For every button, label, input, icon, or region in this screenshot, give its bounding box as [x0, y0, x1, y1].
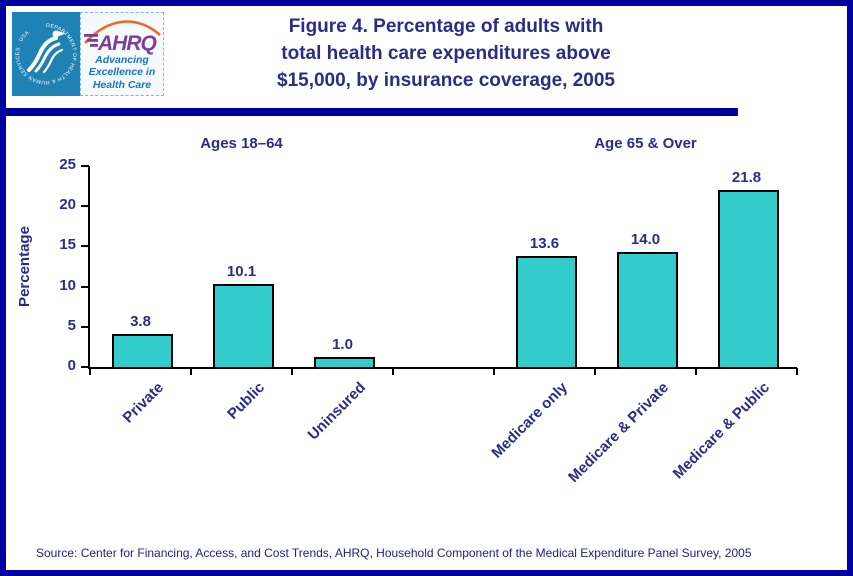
x-axis-tick [291, 368, 293, 375]
bar-value-label: 3.8 [130, 313, 151, 331]
bar-value-label: 1.0 [332, 335, 353, 353]
y-axis-tick [81, 325, 89, 328]
y-axis-tick [81, 366, 89, 368]
bar-chart-plot-area: 0 5 10 15 20 25 Ages 18–64 3.8 Private 10.1 Public… [59, 135, 798, 486]
category-label: Public [223, 379, 268, 423]
header-divider [6, 108, 738, 116]
bar-medicare-only [516, 255, 577, 367]
x-axis-tick [190, 368, 192, 375]
hhs-eagle-icon: DEPARTMENT OF HEALTH & HUMAN SERVICES · … [15, 23, 77, 85]
bar-medicare-public [718, 189, 779, 367]
bar-value-label: 21.8 [731, 168, 762, 186]
source-note: Source: Center for Financing, Access, an… [36, 546, 752, 560]
category-label: Uninsured [304, 379, 369, 444]
agency-logo: DEPARTMENT OF HEALTH & HUMAN SERVICES · … [12, 12, 164, 96]
y-axis-tick-label: 0 [67, 357, 76, 374]
figure-title: Figure 4. Percentage of adults with tota… [277, 16, 615, 91]
ahrq-logo: AHRQ Advancing Excellence in Health Care [80, 12, 164, 96]
category-label: Medicare & Public [669, 379, 773, 483]
category-label: Medicare & Private [564, 379, 672, 486]
x-axis-tick [392, 368, 394, 375]
y-axis-tick [81, 165, 89, 167]
category-label: Medicare only [487, 379, 571, 462]
hhs-logo: DEPARTMENT OF HEALTH & HUMAN SERVICES · … [12, 12, 80, 96]
y-axis-tick-label: 15 [59, 236, 76, 254]
x-axis-tick [493, 368, 495, 375]
ahrq-wordmark-icon: AHRQ [84, 20, 161, 55]
x-axis-tick [796, 368, 798, 375]
bar-value-label: 13.6 [529, 234, 560, 252]
bar-public [213, 283, 274, 367]
group-header: Age 65 & Over [594, 135, 697, 152]
y-axis-title-wrap: Percentage [10, 166, 38, 367]
y-axis-tick-label: 10 [59, 276, 76, 294]
category-label: Private [119, 379, 167, 427]
bar-private [112, 334, 173, 367]
y-axis-tick [81, 245, 89, 248]
x-axis-tick [594, 368, 596, 375]
y-axis-tick-label: 20 [59, 196, 76, 214]
y-axis-tick [81, 285, 89, 288]
x-axis-tick [89, 368, 91, 375]
x-axis-tick [695, 368, 697, 375]
ahrq-tagline: Advancing Excellence in Health Care [88, 54, 156, 91]
bar-value-label: 14.0 [630, 231, 661, 249]
y-axis-title: Percentage [15, 226, 33, 307]
y-axis-tick [81, 205, 89, 208]
svg-text:AHRQ: AHRQ [97, 32, 156, 55]
bar-value-label: 10.1 [226, 262, 257, 280]
bar-uninsured [314, 356, 375, 367]
group-header: Ages 18–64 [200, 135, 283, 152]
bar-medicare-private [617, 252, 678, 367]
y-axis-tick-label: 5 [67, 316, 76, 334]
y-axis-tick-label: 25 [59, 156, 76, 173]
